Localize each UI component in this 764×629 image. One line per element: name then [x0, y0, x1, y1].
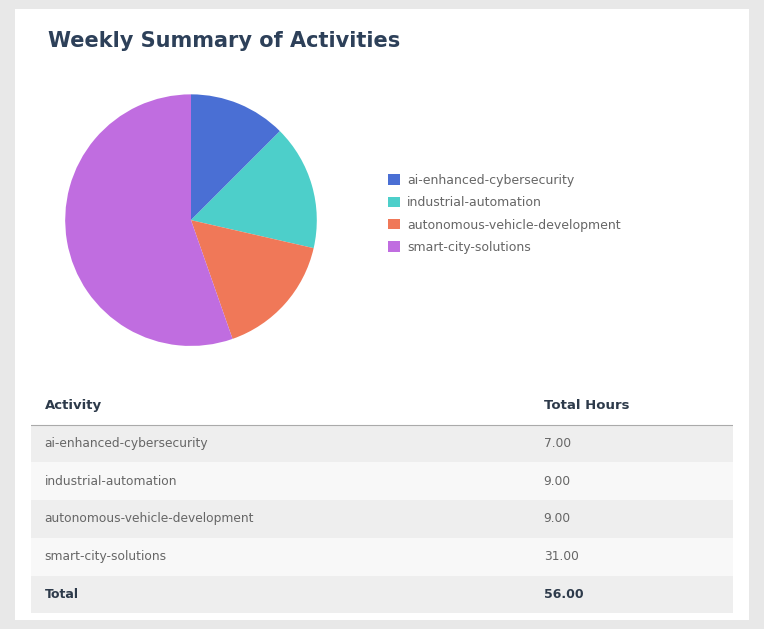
- Wedge shape: [191, 94, 280, 220]
- Text: 9.00: 9.00: [544, 513, 571, 525]
- Text: smart-city-solutions: smart-city-solutions: [44, 550, 167, 563]
- Text: Total Hours: Total Hours: [544, 399, 630, 412]
- Text: Total: Total: [44, 588, 79, 601]
- Wedge shape: [191, 220, 314, 339]
- Bar: [31, 462, 733, 500]
- Text: 31.00: 31.00: [544, 550, 578, 563]
- Text: 9.00: 9.00: [544, 475, 571, 487]
- Text: Weekly Summary of Activities: Weekly Summary of Activities: [48, 31, 400, 51]
- Wedge shape: [65, 94, 232, 346]
- Text: industrial-automation: industrial-automation: [44, 475, 177, 487]
- Text: 56.00: 56.00: [544, 588, 583, 601]
- FancyBboxPatch shape: [5, 0, 759, 629]
- Text: ai-enhanced-cybersecurity: ai-enhanced-cybersecurity: [44, 437, 209, 450]
- Bar: [31, 576, 733, 613]
- Wedge shape: [191, 131, 317, 248]
- Text: 7.00: 7.00: [544, 437, 571, 450]
- Text: Activity: Activity: [44, 399, 102, 412]
- Text: autonomous-vehicle-development: autonomous-vehicle-development: [44, 513, 254, 525]
- Legend: ai-enhanced-cybersecurity, industrial-automation, autonomous-vehicle-development: ai-enhanced-cybersecurity, industrial-au…: [388, 174, 620, 254]
- Bar: [31, 500, 733, 538]
- Bar: [31, 538, 733, 576]
- Bar: [31, 425, 733, 462]
